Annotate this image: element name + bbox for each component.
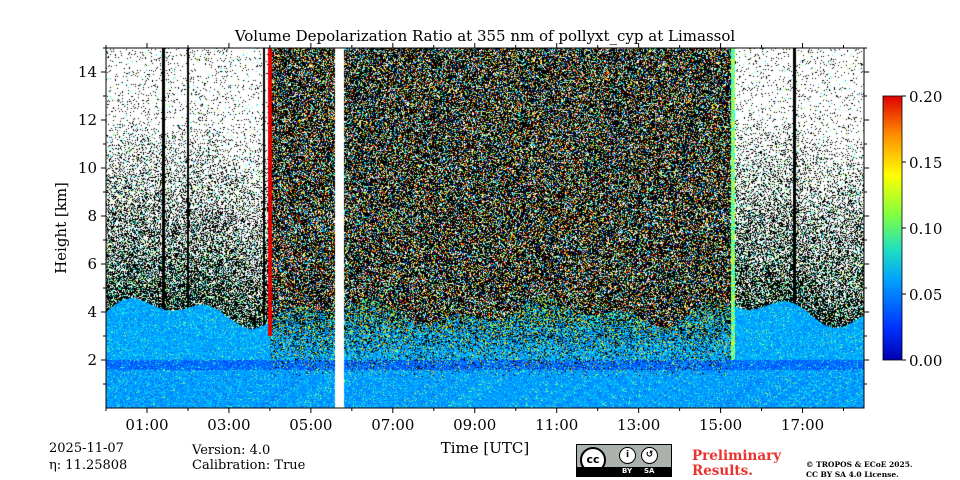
date-label: 2025-11-07	[49, 441, 124, 456]
colorbar-axis: 0.00 0.05 0.10 0.15 0.20	[902, 88, 942, 370]
cc-by-label: BY	[622, 467, 633, 475]
x-tick-label: 15:00	[699, 416, 742, 434]
y-tick-label: 8	[87, 207, 97, 225]
x-tick-label: 13:00	[617, 416, 660, 434]
y-tick-label: 2	[87, 351, 97, 369]
x-tick-label: 17:00	[781, 416, 824, 434]
calibration-label: Calibration: True	[192, 458, 306, 473]
share-alike-icon: ↺	[641, 447, 658, 464]
colorbar-tick-label: 0.00	[909, 352, 942, 370]
results-label: Results.	[692, 463, 753, 479]
copyright-line-1: © TROPOS & ECoE 2025.	[806, 460, 913, 469]
y-tick-label: 4	[87, 303, 97, 321]
x-tick-label: 09:00	[453, 416, 496, 434]
y-tick-label: 14	[78, 63, 97, 81]
colorbar-tick-label: 0.20	[909, 88, 942, 106]
attribution-icon: i	[619, 447, 636, 464]
cc-sa-label: SA	[644, 467, 655, 475]
x-axis-label: Time [UTC]	[441, 439, 530, 457]
y-axis-label: Height [km]	[52, 182, 70, 274]
copyright-line-2: CC BY SA 4.0 License.	[806, 470, 899, 479]
x-tick-label: 05:00	[289, 416, 332, 434]
plot-frame	[105, 47, 865, 409]
x-axis: 01:00 03:00 05:00 07:00 09:00 11:00 13:00 15:00…	[105, 43, 845, 434]
colorbar-tick-label: 0.15	[909, 154, 942, 172]
x-tick-label: 01:00	[125, 416, 168, 434]
preliminary-label: Preliminary	[692, 448, 782, 464]
colorbar-tick-label: 0.10	[909, 220, 942, 238]
x-tick-label: 07:00	[371, 416, 414, 434]
cc-license-badge: cc i ↺ BY SA	[576, 444, 672, 477]
heatmap-area	[106, 48, 864, 408]
x-tick-label: 11:00	[535, 416, 578, 434]
y-tick-label: 10	[78, 159, 97, 177]
y-tick-label: 12	[78, 111, 97, 129]
y-tick-label: 6	[87, 255, 97, 273]
eta-label: η: 11.25808	[49, 458, 128, 473]
y-axis: 2 4 6 8 10 12 14	[78, 47, 869, 385]
x-tick-label: 03:00	[207, 416, 250, 434]
version-label: Version: 4.0	[192, 443, 271, 458]
colorbar-tick-label: 0.05	[909, 286, 942, 304]
chart-title: Volume Depolarization Ratio at 355 nm of…	[234, 27, 736, 45]
colorbar	[882, 95, 903, 361]
